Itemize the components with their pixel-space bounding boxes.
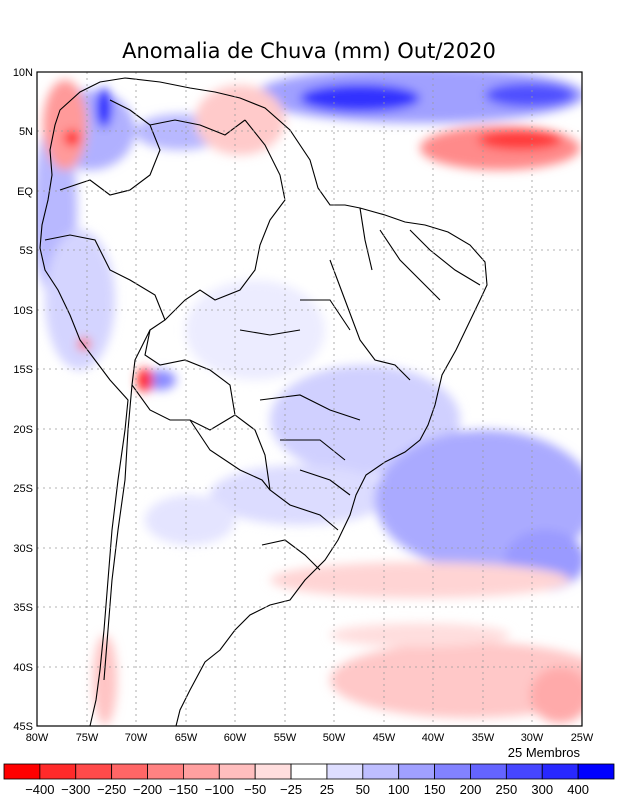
lat-tick-label: EQ [17,186,33,198]
lon-tick-label: 50W [323,732,346,744]
members-note: 25 Membros [508,745,581,760]
negative-anomaly-chile [93,635,117,725]
positive-anomaly-argentina [145,495,235,545]
negative-anomaly-guianas [195,85,285,155]
latitude-axis: 10N 5N EQ 5S 10S 15S 20S 25S 30S 35S 40S… [13,67,34,733]
bolivia-border [131,329,236,431]
colorbar-label: −400 [25,782,54,797]
map-area [37,72,582,726]
lat-tick-label: 40S [13,662,33,674]
colorbar-box [147,763,184,780]
colorbar-box [75,763,113,780]
paraguay-border [189,419,271,491]
uruguay-border [261,539,321,571]
lon-tick-label: 55W [274,732,297,744]
colorbar-label: 150 [424,782,446,797]
lon-tick-label: 35W [472,732,495,744]
lat-tick-label: 5S [20,245,33,257]
colorbar-box [218,763,256,780]
colorbar-label: −100 [205,782,234,797]
anomaly-fields [37,72,582,725]
negative-anomaly-colombia-core [64,130,80,146]
negative-anomaly-colombia [43,80,87,170]
positive-anomaly-central [185,280,325,380]
colorbar-label: −250 [97,782,126,797]
lon-tick-label: 45W [373,732,396,744]
positive-anomaly-atlantic-north-core2 [485,83,575,107]
lat-tick-label: 45S [13,721,33,733]
colorbar-box [470,763,507,780]
colorbar-box [398,763,435,780]
lon-tick-label: 70W [125,732,148,744]
negative-anomaly-atlantic-mid [330,623,510,647]
colorbar-label: 400 [567,782,589,797]
colorbar-box [111,763,148,780]
longitude-axis: 80W 75W 70W 65W 60W 55W 50W 45W 40W 35W … [26,732,594,744]
colorbar-label: −150 [169,782,198,797]
negative-anomaly-south-atlantic [330,642,582,718]
peru-border [44,234,166,321]
colorbar-box [577,763,615,780]
colorbar-label: −200 [133,782,162,797]
colombia-border [59,99,161,196]
lon-tick-label: 60W [224,732,247,744]
colorbar-label: 25 [320,782,334,797]
lat-tick-label: 20S [13,424,33,436]
colorbar-box [434,763,471,780]
colorbar-label: −25 [280,782,302,797]
lat-tick-label: 10N [13,67,33,79]
positive-anomaly-colombia-core [96,88,112,128]
colorbar-label: 250 [495,782,517,797]
lon-tick-label: 25W [571,732,594,744]
venezuela-border [149,119,246,136]
colorbar-labels: −400 −300 −250 −200 −150 −100 −50 −25 25 50 100 150… [25,782,589,797]
colorbar: −400 −300 −250 −200 −150 −100 −50 −25 25 50 100 150… [3,763,615,797]
colorbar-label: −300 [61,782,90,797]
negative-anomaly-south-atlantic-east [530,667,582,723]
map-title: Anomalia de Chuva (mm) Out/2020 [122,39,496,63]
colorbar-box [362,763,400,780]
colorbar-label: 100 [388,782,410,797]
lat-tick-label: 10S [13,305,33,317]
colorbar-label: 50 [356,782,370,797]
lat-tick-label: 35S [13,602,33,614]
lat-tick-label: 25S [13,483,33,495]
colorbar-box [3,763,41,780]
positive-anomaly-peru [45,230,115,370]
colorbar-label: −50 [244,782,266,797]
argentina-border [103,384,133,681]
lon-tick-label: 30W [521,732,544,744]
lat-tick-label: 30S [13,543,33,555]
positive-anomaly-south-brazil [210,465,390,525]
map-frame [36,71,583,727]
colorbar-box [326,763,364,780]
colorbar-label: 200 [460,782,482,797]
lon-tick-label: 40W [422,732,445,744]
negative-anomaly-bolivia [137,368,153,392]
lon-tick-label: 75W [76,732,99,744]
lon-tick-label: 80W [26,732,49,744]
negative-anomaly-uruguay-atlantic [270,562,570,598]
colorbar-box [183,763,220,780]
colorbar-label: 300 [531,782,553,797]
positive-anomaly-atlantic-north-core [300,84,420,112]
colorbar-box [541,763,579,780]
colorbar-box [39,763,77,780]
lat-tick-label: 15S [13,364,33,376]
colorbar-box [254,763,292,780]
negative-anomaly-atlantic-north-core [478,130,562,150]
colorbar-box [290,763,328,780]
colorbar-boxes [3,763,615,780]
brazil-states [239,207,481,496]
graticule [37,72,582,726]
colorbar-box [505,763,543,780]
lon-tick-label: 65W [175,732,198,744]
lat-tick-label: 5N [19,126,33,138]
